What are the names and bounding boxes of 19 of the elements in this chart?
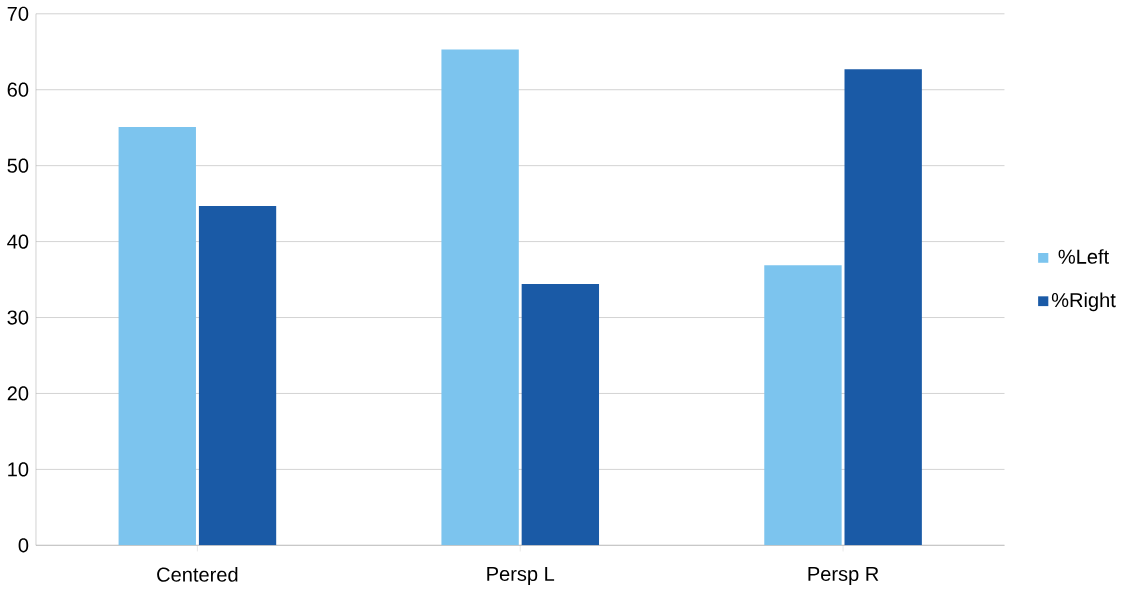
x-tick-label: Persp L xyxy=(487,567,555,586)
legend-label: %Right xyxy=(1051,292,1116,312)
y-tick-label: 20 xyxy=(7,386,29,401)
y-tick-label: 0 xyxy=(18,538,29,553)
y-tick-label: 60 xyxy=(7,82,29,97)
bar xyxy=(441,49,519,546)
y-tick-label: 70 xyxy=(7,6,29,22)
bar xyxy=(844,69,922,546)
bar xyxy=(764,265,842,546)
x-tick-label: Centered xyxy=(157,567,238,582)
y-tick-label: 10 xyxy=(8,462,29,477)
y-tick-label: 40 xyxy=(7,234,29,249)
x-tick-label: Persp R xyxy=(808,567,879,586)
y-tick-label: 50 xyxy=(7,158,29,173)
y-tick-label: 30 xyxy=(7,310,29,325)
bar xyxy=(118,127,196,546)
bar xyxy=(198,206,277,546)
bar xyxy=(521,284,600,546)
legend-label: %Left xyxy=(1058,249,1110,265)
